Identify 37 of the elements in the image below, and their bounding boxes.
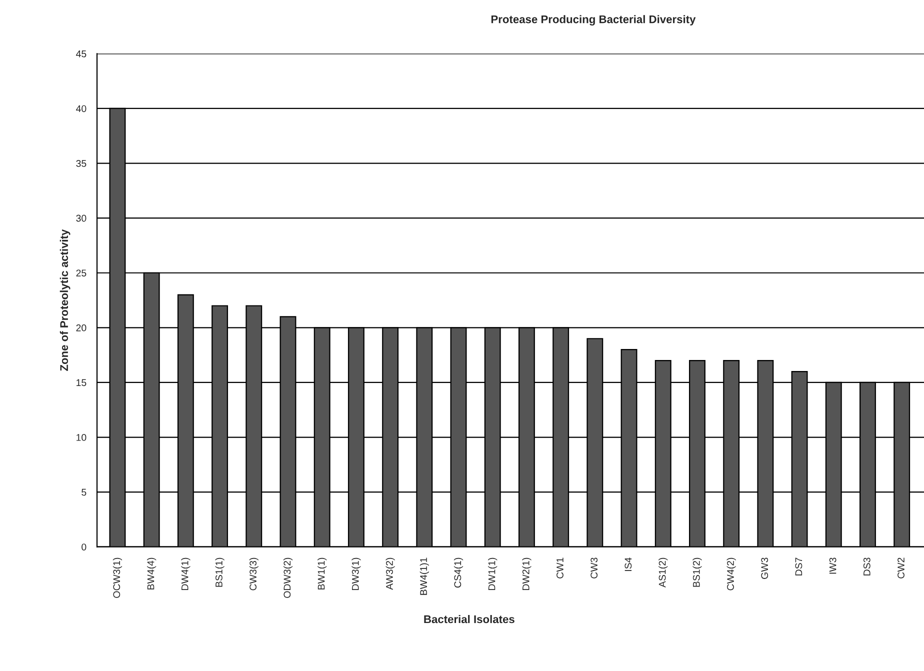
x-tick-label: AW3(2) — [386, 558, 395, 590]
y-axis-title: Zone of Proteolytic activity — [60, 229, 70, 371]
y-tick-label: 40 — [76, 105, 86, 112]
y-tick-label: 0 — [82, 544, 86, 550]
chart-title: Protease Producing Bacterial Diversity — [491, 15, 696, 26]
y-tick-label: 15 — [76, 379, 86, 386]
y-tick-label: 20 — [76, 324, 86, 332]
y-tick-label: 45 — [76, 50, 86, 58]
x-tick-label: IW3 — [829, 558, 836, 574]
x-tick-label: BW4(4) — [147, 558, 156, 590]
y-tick-label: 30 — [76, 214, 86, 222]
x-axis-title: Bacterial Isolates — [424, 614, 514, 624]
y-tick-label: 25 — [76, 270, 86, 276]
x-tick-label: DS7 — [795, 558, 802, 576]
x-tick-label: OCW3(1) — [112, 558, 122, 598]
y-tick-label: 35 — [76, 160, 86, 167]
x-tick-label: CS4(1) — [454, 558, 464, 588]
x-tick-label: DW4(1) — [181, 558, 190, 590]
x-tick-label: BW1(1) — [318, 558, 327, 590]
x-tick-label: ODW3(2) — [283, 558, 293, 598]
x-tick-label: CW1 — [556, 558, 564, 578]
x-tick-label: DW1(1) — [488, 558, 498, 590]
x-tick-label: DW2(1) — [522, 558, 532, 590]
y-tick-label: 10 — [76, 434, 86, 441]
x-tick-label: CW3(3) — [249, 558, 258, 590]
x-tick-label: CW2 — [898, 558, 904, 578]
x-tick-label: AS1(2) — [658, 558, 668, 588]
x-tick-label: IS4 — [624, 558, 632, 571]
y-tick-label: 5 — [82, 488, 86, 496]
x-tick-label: BS1(2) — [692, 558, 702, 587]
x-tick-label: GW3 — [761, 558, 768, 579]
x-tick-label: CW3 — [590, 558, 598, 578]
x-tick-label: DS3 — [863, 558, 870, 576]
x-tick-label: DW3(1) — [352, 558, 361, 590]
x-tick-label: BW4(1)1 — [420, 558, 429, 595]
x-tick-label: CW4(2) — [726, 558, 736, 590]
x-tick-label: BS1(1) — [215, 558, 224, 587]
